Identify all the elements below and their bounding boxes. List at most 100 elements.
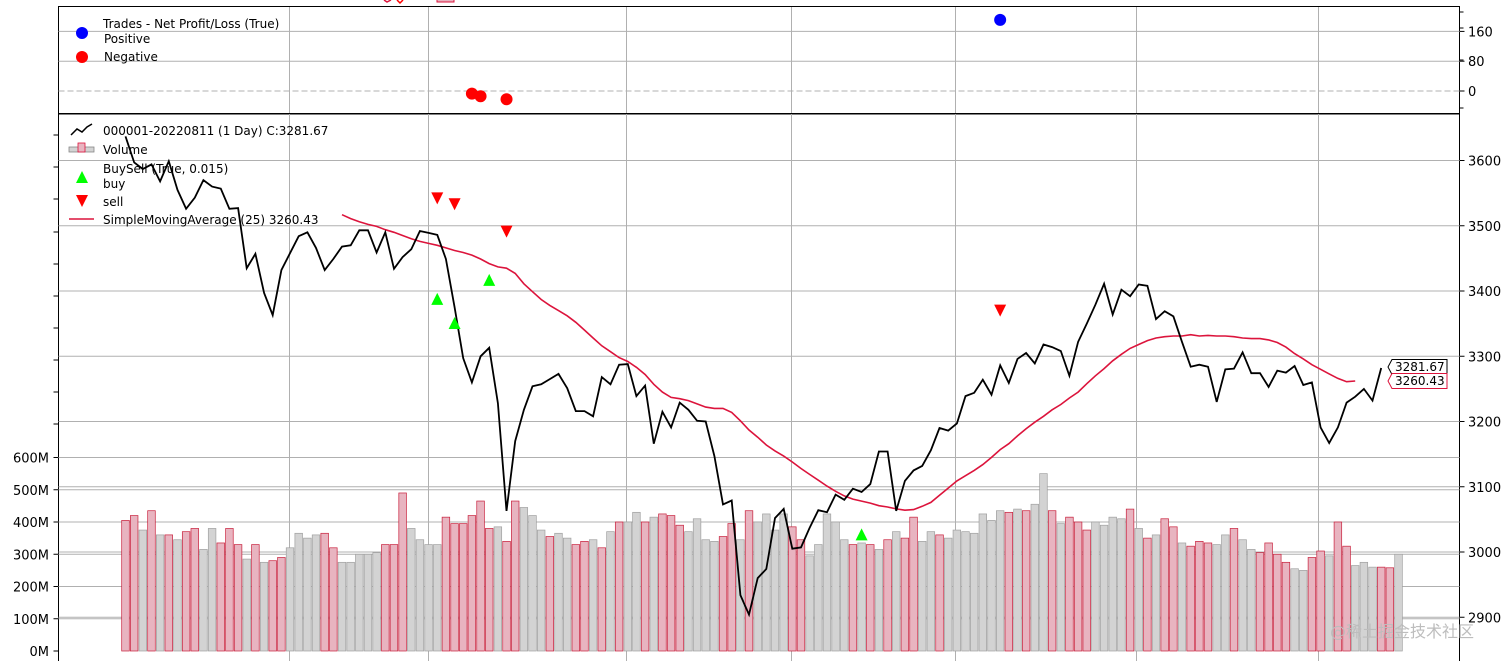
volume-bar bbox=[1169, 526, 1178, 652]
volume-bar bbox=[1195, 540, 1204, 652]
volume-bar bbox=[718, 536, 728, 652]
price-tick-label: 3000 bbox=[1468, 546, 1501, 561]
volume-bar bbox=[268, 560, 277, 652]
volume-bar bbox=[1091, 521, 1100, 652]
volume-bar bbox=[874, 549, 884, 652]
volume-bar bbox=[485, 528, 494, 652]
volume-bar bbox=[1004, 511, 1013, 652]
volume-bar bbox=[831, 521, 840, 652]
volume-bar bbox=[961, 531, 970, 652]
volume-bar bbox=[1325, 555, 1334, 652]
volume-bar bbox=[1273, 553, 1282, 652]
price-legend: 000001-20220811 (1 Day) C:3281.67 Volume… bbox=[68, 123, 328, 227]
volume-bar bbox=[164, 534, 173, 652]
volume-bar bbox=[1073, 521, 1083, 652]
volume-bar bbox=[398, 492, 407, 652]
price-tick-label: 3200 bbox=[1468, 416, 1501, 431]
volume-bar bbox=[1394, 553, 1403, 652]
trades-points bbox=[465, 13, 1007, 106]
volume-bar bbox=[242, 558, 251, 652]
volume-bar bbox=[796, 539, 806, 652]
volume-bar bbox=[537, 529, 546, 652]
volume-bar bbox=[199, 549, 208, 652]
volume-bar bbox=[1385, 567, 1395, 652]
volume-bar bbox=[441, 516, 451, 652]
price-y-ticks: 3600 3500 3400 3300 3200 3100 3000 2900 bbox=[1459, 155, 1501, 626]
price-tick-label: 2900 bbox=[1468, 611, 1501, 626]
volume-bar bbox=[866, 544, 875, 652]
volume-bar bbox=[1117, 518, 1126, 652]
volume-bar bbox=[1342, 545, 1351, 652]
volume-tick-label: 400M bbox=[13, 516, 49, 531]
volume-bar bbox=[389, 544, 399, 652]
volume-bar bbox=[329, 547, 338, 652]
volume-bar bbox=[1047, 510, 1057, 652]
volume-legend-label: Volume bbox=[103, 143, 148, 157]
volume-bar bbox=[1333, 521, 1343, 652]
volume-bar bbox=[623, 521, 632, 652]
volume-bar bbox=[1099, 524, 1109, 652]
volume-bar bbox=[883, 539, 892, 652]
negative-trade-point bbox=[500, 93, 513, 106]
volume-bar bbox=[996, 510, 1005, 652]
volume-bar bbox=[822, 513, 832, 652]
buysell-legend-title: BuySell (True, 0.015) bbox=[103, 162, 228, 176]
volume-bar bbox=[978, 513, 987, 652]
sma-line bbox=[341, 213, 1356, 512]
last-close-label: 3281.67 bbox=[1395, 360, 1445, 374]
volume-bar bbox=[519, 507, 529, 652]
volume-tick-label: 300M bbox=[13, 548, 49, 563]
volume-bar bbox=[1281, 561, 1291, 652]
volume-bar bbox=[606, 531, 615, 652]
volume-bar bbox=[597, 547, 606, 652]
volume-bar bbox=[320, 532, 329, 652]
volume-bar bbox=[666, 515, 676, 652]
volume-bar bbox=[1125, 508, 1135, 652]
price-tick-label: 3100 bbox=[1468, 481, 1501, 496]
volume-bar bbox=[640, 521, 650, 652]
sma-legend-label: SimpleMovingAverage (25) 3260.43 bbox=[103, 213, 319, 227]
trades-legend-title: Trades - Net Profit/Loss (True) bbox=[102, 17, 279, 31]
volume-bar bbox=[658, 513, 667, 652]
close-legend-label: 000001-20220811 (1 Day) C:3281.67 bbox=[103, 124, 328, 138]
last-close-tag: 3281.67 bbox=[1387, 359, 1448, 375]
volume-bar bbox=[848, 544, 858, 652]
volume-bar bbox=[857, 542, 866, 652]
volume-bar bbox=[1203, 542, 1213, 652]
volume-bar bbox=[181, 531, 191, 652]
volume-tick-label: 500M bbox=[13, 484, 49, 499]
volume-bar bbox=[337, 561, 347, 652]
buy-signal-marker bbox=[431, 292, 444, 305]
trades-tick-label: 80 bbox=[1468, 55, 1485, 70]
volume-bar bbox=[762, 513, 771, 652]
volume-bar bbox=[918, 540, 927, 652]
volume-bar bbox=[207, 528, 217, 652]
volume-bar bbox=[303, 537, 312, 652]
volume-bar bbox=[1013, 508, 1022, 652]
volume-bar bbox=[1299, 570, 1308, 652]
volume-bar bbox=[415, 539, 425, 652]
volume-bar bbox=[285, 547, 295, 652]
volume-tick-label: 600M bbox=[13, 452, 49, 467]
volume-tick-label: 100M bbox=[13, 613, 49, 628]
volume-bar bbox=[216, 542, 225, 652]
volume-bar bbox=[233, 544, 243, 652]
volume-bar bbox=[311, 534, 321, 652]
volume-bar bbox=[1108, 516, 1117, 652]
clipped-marks-top bbox=[383, 0, 455, 5]
sell-legend-label: sell bbox=[103, 195, 123, 209]
volume-tick-label: 200M bbox=[13, 581, 49, 596]
volume-bar bbox=[1082, 529, 1091, 652]
price-tick-label: 3500 bbox=[1468, 220, 1501, 235]
volume-bar bbox=[424, 544, 433, 652]
volume-bar bbox=[502, 540, 511, 652]
volume-bar bbox=[251, 544, 260, 652]
volume-bar bbox=[1247, 549, 1256, 652]
volume-bar bbox=[433, 544, 442, 652]
volume-bar bbox=[372, 552, 381, 652]
sell-signal-marker bbox=[500, 225, 513, 238]
volume-bar bbox=[1229, 528, 1239, 652]
volume-bar bbox=[363, 553, 373, 652]
volume-bar bbox=[892, 531, 901, 652]
volume-bar bbox=[1307, 557, 1317, 652]
